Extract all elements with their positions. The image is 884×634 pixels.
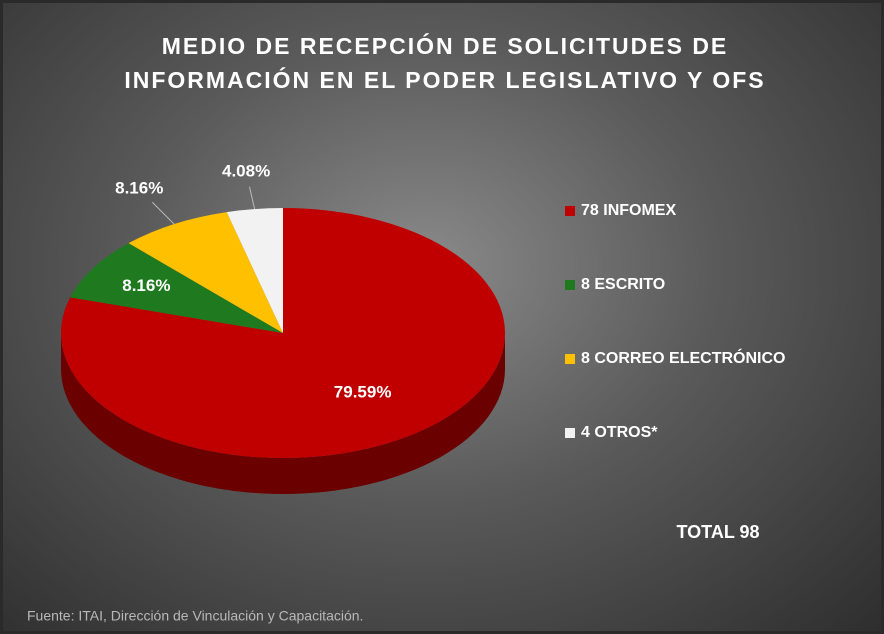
legend-swatch	[565, 354, 575, 364]
legend-label: 8 CORREO ELECTRÓNICO	[581, 348, 785, 367]
leader-line	[249, 186, 256, 210]
legend-swatch	[565, 206, 575, 216]
chart-title: MEDIO DE RECEPCIÓN DE SOLICITUDES DE INF…	[124, 33, 766, 93]
pie-slice	[226, 208, 283, 333]
pie-slice	[70, 243, 284, 333]
pie-slice	[61, 208, 506, 458]
total-annotation: TOTAL 98	[676, 522, 759, 542]
data-label: 4.08%	[222, 161, 270, 180]
legend-label: 4 OTROS*	[581, 424, 658, 441]
data-label: 79.59%	[334, 383, 392, 402]
source-note: Fuente: ITAI, Dirección de Vinculación y…	[27, 608, 363, 624]
data-label: 8.16%	[122, 276, 170, 295]
leader-line	[151, 201, 175, 225]
plot: TOTAL 98 Fuente: ITAI, Dirección de Vinc…	[27, 161, 785, 624]
legend-swatch	[565, 428, 575, 438]
data-label: 8.16%	[115, 179, 163, 198]
legend-label: 8 ESCRITO	[581, 276, 665, 293]
pie-slice	[128, 212, 283, 333]
slice-side	[61, 333, 505, 494]
legend-swatch	[565, 280, 575, 290]
legend-label: 78 INFOMEX	[581, 202, 676, 219]
